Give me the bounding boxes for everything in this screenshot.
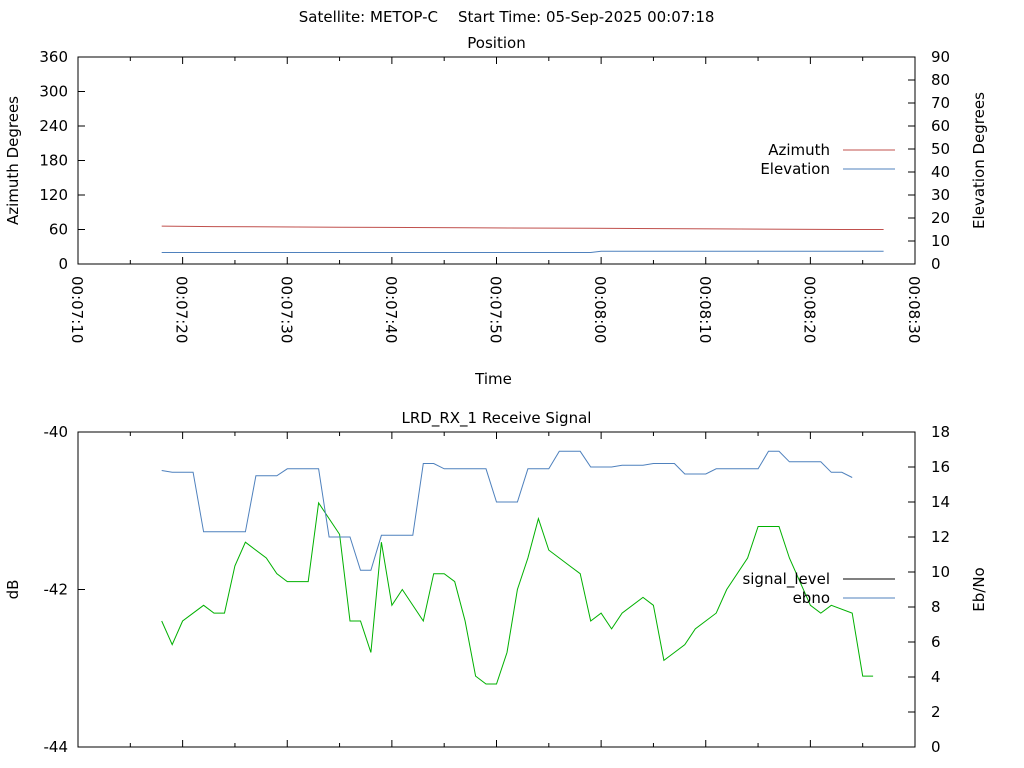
y2-tick-label: 2 — [931, 703, 941, 721]
start-time-label: Start Time: 05-Sep-2025 00:07:18 — [458, 8, 714, 26]
y-tick-label: 300 — [39, 83, 68, 101]
y-tick-label: -44 — [44, 738, 69, 756]
y-axis-label: dB — [4, 580, 22, 600]
plot-frame — [77, 431, 916, 748]
y-tick-label: -42 — [44, 581, 69, 599]
y2-tick-label: 90 — [931, 48, 950, 66]
x-tick-label: 00:07:50 — [487, 276, 505, 343]
series-line-azimuth — [161, 225, 884, 230]
y-tick-label: 60 — [49, 221, 68, 239]
y-tick-label: 180 — [39, 152, 68, 170]
chart-title: LRD_RX_1 Receive Signal — [402, 409, 592, 428]
y2-tick-label: 30 — [931, 186, 950, 204]
x-tick-label: 00:08:20 — [800, 276, 818, 343]
x-tick-label: 00:07:30 — [277, 276, 295, 343]
y2-tick-label: 10 — [931, 232, 950, 250]
y-tick-label: 240 — [39, 117, 68, 135]
satellite-label: Satellite: METOP-C — [299, 8, 438, 26]
position-chart: Position 00:07:10 00:07:20 00:07:30 00:07:40… — [4, 34, 988, 388]
x-tick-label: 00:07:10 — [68, 276, 86, 343]
y2-tick-label: 40 — [931, 163, 950, 181]
x-axis-label: Time — [474, 370, 512, 388]
receive-signal-chart: LRD_RX_1 Receive Signal -44 -42 -40 0 2 4 6 8 10 1… — [4, 409, 988, 756]
chart-title: Position — [467, 34, 525, 52]
series-line-elevation — [161, 250, 884, 253]
y2-tick-label: 50 — [931, 140, 950, 158]
x-tick-label: 00:07:40 — [382, 276, 400, 343]
y-tick-label: -40 — [44, 423, 69, 441]
y-tick-label: 120 — [39, 186, 68, 204]
y2-tick-label: 20 — [931, 209, 950, 227]
y2-tick-label: 14 — [931, 493, 950, 511]
y-axis-label: Azimuth Degrees — [4, 96, 22, 225]
y2-tick-label: 0 — [931, 255, 941, 273]
y2-axis-label: Eb/No — [970, 567, 988, 611]
y2-tick-label: 6 — [931, 633, 941, 651]
y2-tick-label: 70 — [931, 94, 950, 112]
y2-tick-label: 80 — [931, 71, 950, 89]
y-tick-label: 360 — [39, 48, 68, 66]
legend-label: Azimuth — [768, 141, 830, 159]
y2-tick-label: 10 — [931, 563, 950, 581]
y2-tick-label: 16 — [931, 458, 950, 476]
x-tick-label: 00:08:10 — [696, 276, 714, 343]
y2-tick-label: 0 — [931, 738, 941, 756]
x-tick-label: 00:08:00 — [591, 276, 609, 343]
series-line-signal_level — [161, 501, 874, 685]
y2-tick-label: 8 — [931, 598, 941, 616]
legend-label: Elevation — [760, 160, 830, 178]
y2-axis-label: Elevation Degrees — [970, 92, 988, 229]
y2-tick-label: 18 — [931, 423, 950, 441]
series-line-ebno — [161, 450, 853, 571]
y-tick-label: 0 — [58, 255, 68, 273]
legend-label: ebno — [793, 589, 830, 607]
x-tick-label: 00:08:30 — [905, 276, 923, 343]
legend-label: signal_level — [742, 570, 830, 589]
y2-tick-label: 12 — [931, 528, 950, 546]
x-tick-label: 00:07:20 — [173, 276, 191, 343]
y2-tick-label: 4 — [931, 668, 941, 686]
y2-tick-label: 60 — [931, 117, 950, 135]
